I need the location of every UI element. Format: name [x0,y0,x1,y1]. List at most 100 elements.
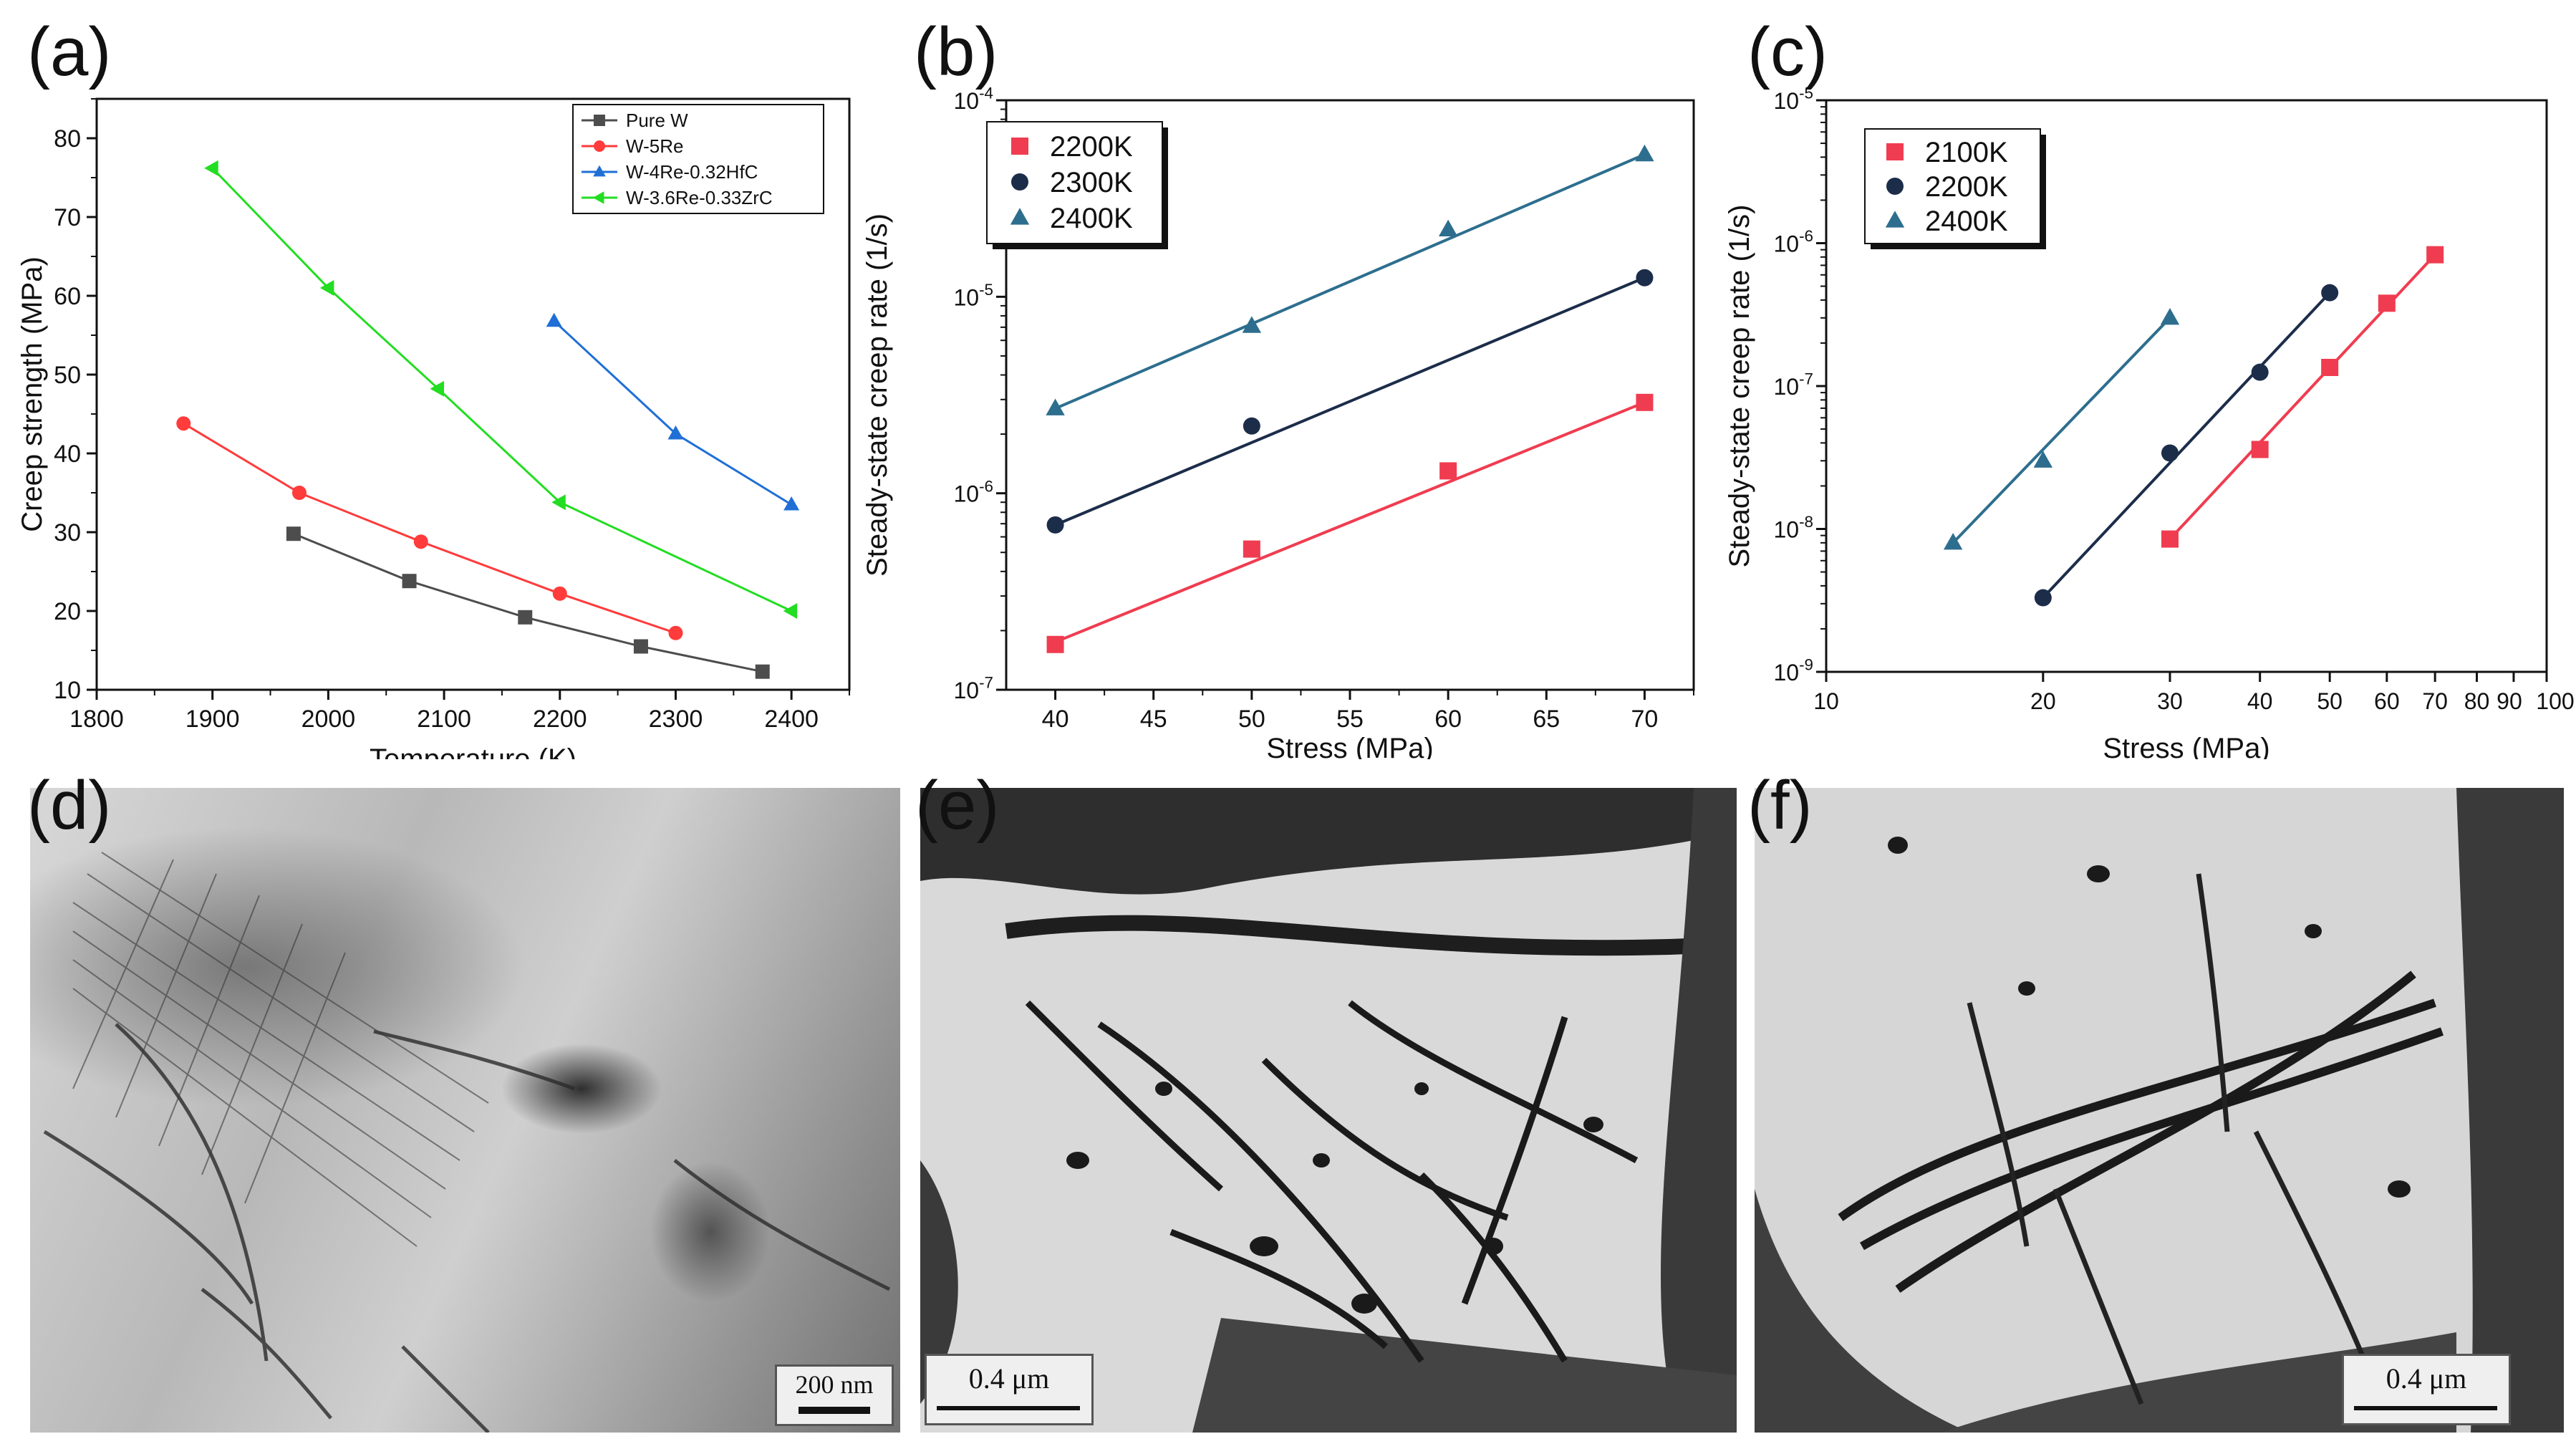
data-point-b [1243,540,1260,558]
legend-label-a: Pure W [626,110,688,131]
legend-label-b: 2400K [1050,203,1133,234]
series-line-a [293,532,763,673]
scale-label-f: 0.4 μm [2386,1362,2467,1395]
legend-marker-a [593,165,606,177]
data-point-a [783,603,798,619]
y-tick-label-a: 20 [54,598,81,625]
panel-label-f: (f) [1747,767,1813,844]
x-tick-label-c: 90 [2497,688,2522,714]
data-point-a [518,610,533,625]
data-point-c [2251,441,2269,458]
micrograph-f: 0.4 μm [1755,788,2564,1433]
x-tick-label-b: 65 [1533,706,1560,733]
y-tick-label-a: 10 [54,677,81,704]
legend-label-a: W-3.6Re-0.33ZrC [626,187,773,208]
y-tick-label-a: 60 [54,283,81,310]
data-point-a [552,586,567,601]
data-point-a [413,534,428,549]
x-tick-label-b: 40 [1042,706,1069,733]
scale-bar-e [937,1406,1080,1410]
y-tick-label-a: 30 [54,519,81,547]
x-tick-label-c: 10 [1813,688,1839,714]
data-point-b [1635,144,1654,162]
legend-marker-a [592,191,604,204]
data-point-a [402,574,417,589]
dislocation-network-e [920,788,1737,1433]
panel-label-d: (d) [27,767,112,844]
data-point-a [783,496,800,511]
data-point-c [2251,363,2269,381]
data-point-c [2161,530,2179,548]
y-tick-label-a: 40 [54,441,81,468]
y-tick-label-b: 10-5 [953,281,993,310]
data-point-c [2033,451,2053,468]
x-axis-label-b: Stress (MPa) [1266,733,1433,759]
y-tick-label-a: 70 [54,204,81,231]
x-tick-label-b: 55 [1336,706,1364,733]
y-tick-label-b: 10-6 [953,477,993,506]
x-axis-label-c: Stress (MPa) [2103,733,2269,759]
legend-label-c: 2100K [1925,137,2008,168]
fit-line-b [1054,153,1646,410]
y-axis-label-a: Creep strength (MPa) [16,256,48,532]
dislocation-network-f [1755,788,2564,1433]
x-tick-label-c: 80 [2464,688,2490,714]
legend-label-c: 2200K [1925,171,2008,203]
panel-label-a: (a) [27,14,112,90]
y-tick-label-c: 10-6 [1773,227,1813,256]
data-point-a [430,380,444,397]
x-tick-label-a: 2300 [649,706,703,733]
y-tick-label-b: 10-7 [953,674,993,703]
x-tick-label-a: 2200 [533,706,587,733]
legend-label-b: 2200K [1050,131,1133,163]
x-axis-label-a: Temperature (K) [370,743,577,759]
series-line-a [183,422,676,635]
y-axis-label-b: Steady-state creep rate (1/s) [862,213,893,577]
data-point-a [668,625,683,640]
data-point-b [1046,398,1065,415]
x-tick-label-b: 45 [1140,706,1167,733]
data-point-c [2161,444,2179,462]
data-point-a [291,486,307,500]
y-tick-label-a: 50 [54,362,81,389]
data-point-a [286,526,301,541]
panel-label-b: (b) [914,14,998,90]
x-tick-label-a: 2000 [302,706,356,733]
data-point-c [1943,533,1963,550]
x-tick-label-c: 20 [2030,688,2056,714]
scale-box-e: 0.4 μm [925,1354,1094,1425]
scale-box-f: 0.4 μm [2342,1354,2511,1425]
data-point-a [546,312,562,327]
y-tick-label-a: 80 [54,125,81,153]
fit-line-c [2042,292,2331,599]
x-tick-label-a: 2100 [417,706,471,733]
legend-label-a: W-4Re-0.32HfC [626,161,758,183]
micrograph-e: 0.4 μm [920,788,1737,1433]
x-tick-label-c: 40 [2247,688,2273,714]
data-point-c [2321,358,2339,376]
legend-label-c: 2400K [1925,206,2008,237]
legend-marker-b [1011,173,1028,191]
data-point-a [755,664,770,679]
series-line-a [211,167,792,612]
data-point-a [633,639,648,654]
data-point-c [2378,294,2396,312]
data-point-a [204,160,218,176]
series-line-a [553,320,792,506]
x-tick-label-b: 50 [1238,706,1265,733]
legend-label-b: 2300K [1050,167,1133,198]
data-point-b [1242,316,1262,333]
scale-bar-d [799,1407,870,1414]
data-point-b [1439,462,1457,480]
data-point-b [1636,269,1654,287]
x-tick-label-b: 70 [1631,706,1659,733]
x-tick-label-c: 100 [2536,688,2574,714]
data-point-a [551,494,566,511]
y-axis-label-c: Steady-state creep rate (1/s) [1724,205,1755,568]
data-point-c [2321,284,2339,302]
fit-line-c [1952,317,2171,544]
legend-marker-c [1886,143,1904,160]
data-point-a [176,416,191,431]
data-point-a [667,425,684,440]
data-point-b [1636,393,1654,411]
